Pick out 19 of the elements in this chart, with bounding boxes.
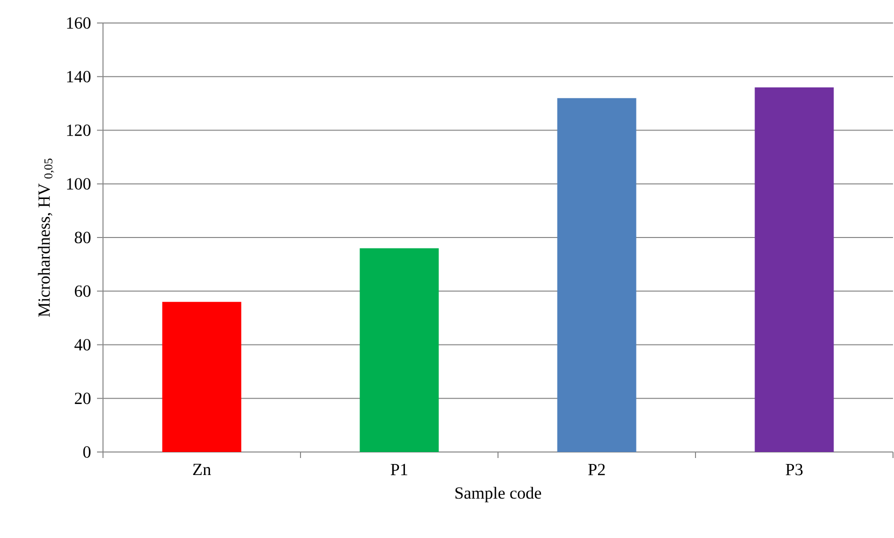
y-tick-label: 80 [74, 232, 90, 244]
y-tick-label: 100 [67, 178, 90, 190]
y-tick-label: 160 [67, 17, 90, 29]
bar [754, 87, 834, 452]
y-tick-label: 20 [74, 392, 90, 404]
y-tick-label: 60 [74, 285, 90, 297]
x-tick-label: P1 [390, 464, 408, 476]
y-tick-label: 120 [67, 124, 90, 136]
y-axis-title: Microhardness, HV $_{0,05}$ [38, 158, 54, 317]
y-tick-label: 0 [83, 446, 90, 458]
x-tick-label: Zn [193, 464, 211, 475]
y-tick-label: 40 [74, 339, 90, 350]
x-axis-title: Sample code [455, 486, 542, 502]
bar [557, 98, 636, 452]
x-tick-label: P2 [588, 464, 605, 476]
bar [360, 248, 439, 452]
x-tick-label: P3 [786, 464, 803, 476]
y-tick-label: 140 [67, 70, 90, 82]
bar [162, 302, 242, 452]
